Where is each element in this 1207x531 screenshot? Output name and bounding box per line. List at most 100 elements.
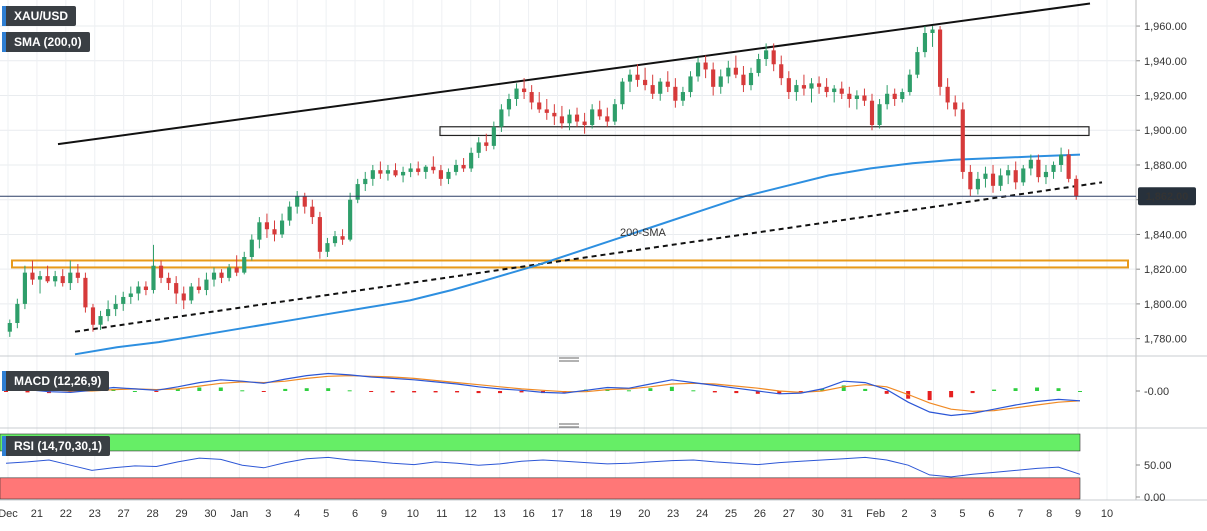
candle-body	[53, 276, 58, 282]
candle-body	[37, 276, 43, 280]
candle-body	[968, 171, 973, 190]
candle-body	[68, 272, 73, 284]
candle-body	[885, 93, 890, 105]
macd-histogram-bar	[519, 391, 524, 393]
candle-body	[279, 220, 285, 235]
candle-body	[211, 272, 217, 280]
candle-body	[416, 168, 421, 172]
candle-body	[915, 52, 920, 75]
candle-body	[643, 79, 648, 86]
current-price-label: 1,862.00	[1146, 191, 1189, 203]
time-tick-label: 22	[60, 508, 72, 520]
candle-body	[748, 72, 754, 86]
sma-label: SMA (200,0)	[14, 35, 82, 49]
macd-histogram-bar	[347, 390, 352, 392]
time-tick-label: 29	[175, 508, 187, 520]
time-tick-label: 12	[465, 508, 477, 520]
rsi-tag[interactable]: RSI (14,70,30,1)	[2, 436, 111, 456]
candle-body	[620, 81, 625, 105]
candle-body	[75, 272, 80, 278]
candle-body	[1059, 154, 1064, 165]
candle-body	[930, 29, 935, 33]
macd-histogram-bar	[863, 388, 868, 391]
candle-body	[665, 81, 670, 87]
rsi-tick-label: 0.00	[1144, 492, 1165, 504]
candle-body	[907, 74, 912, 93]
macd-histogram-bar	[369, 391, 374, 392]
candle-body	[249, 239, 254, 258]
time-tick-label: 7	[1017, 508, 1023, 520]
macd-tag[interactable]: MACD (12,26,9)	[2, 371, 110, 391]
time-tick-label: 24	[696, 508, 708, 520]
macd-histogram-bar	[498, 391, 503, 394]
candle-body	[718, 76, 723, 87]
candle-body	[658, 81, 663, 94]
time-tick-label: 18	[580, 508, 592, 520]
candle-body	[582, 121, 587, 126]
candle-body	[605, 116, 610, 122]
candle-body	[257, 222, 262, 240]
macd-histogram-bar	[669, 386, 674, 391]
candle-body	[393, 170, 398, 176]
macd-histogram-bar	[218, 387, 223, 391]
rsi-overbought-zone	[0, 433, 1081, 452]
candle-body	[786, 78, 791, 93]
candle-body	[348, 199, 353, 240]
macd-histogram-bar	[841, 385, 846, 391]
candle-body	[310, 206, 315, 218]
macd-histogram-bar	[798, 391, 803, 392]
candle-body	[431, 166, 436, 171]
candle-body	[862, 95, 867, 101]
time-tick-label: 5	[959, 508, 965, 520]
candle-body	[45, 276, 50, 282]
macd-histogram-bar	[755, 391, 760, 394]
candle-body	[945, 86, 950, 103]
candle-body	[612, 104, 617, 122]
time-tick-label: 20	[638, 508, 650, 520]
time-tick-label: 23	[89, 508, 101, 520]
price-tick-label: 1,820.00	[1144, 264, 1187, 276]
macd-histogram-bar	[970, 391, 975, 394]
candle-body	[529, 92, 534, 103]
candle-body	[695, 62, 701, 77]
time-tick-label: 11	[436, 508, 447, 520]
macd-line	[5, 372, 1081, 417]
candle-body	[794, 85, 799, 93]
time-tick-label: 27	[783, 508, 795, 520]
price-tick-label: 1,960.00	[1144, 21, 1187, 33]
symbol-tag[interactable]: XAU/USD	[2, 6, 77, 26]
candle-body	[332, 236, 338, 244]
macd-histogram-bar	[412, 391, 417, 393]
macd-histogram-bar	[884, 391, 889, 394]
candle-body	[113, 303, 118, 310]
time-tick-label: 13	[494, 508, 506, 520]
candle-body	[453, 164, 459, 172]
macd-histogram-bar	[304, 388, 309, 391]
time-tick-label: 25	[725, 508, 737, 520]
candle-body	[824, 86, 829, 93]
candle-body	[136, 286, 141, 294]
sma-tag[interactable]: SMA (200,0)	[2, 32, 90, 52]
candle-body	[650, 85, 655, 94]
macd-histogram-bar	[154, 391, 159, 392]
price-tick-label: 1,840.00	[1144, 229, 1187, 241]
candle-body	[234, 267, 239, 273]
candle-body	[983, 173, 988, 179]
candle-body	[703, 62, 708, 70]
candle-body	[688, 76, 693, 93]
candle-body	[128, 293, 133, 297]
candle-body	[960, 109, 965, 172]
price-tick-label: 1,880.00	[1144, 160, 1187, 172]
candle-body	[106, 309, 111, 317]
time-tick-label: 8	[1046, 508, 1052, 520]
candle-body	[325, 243, 330, 252]
time-tick-label: 9	[381, 508, 387, 520]
candle-body	[922, 32, 928, 53]
candle-body	[355, 184, 360, 200]
candle-body	[158, 265, 164, 278]
candle-body	[1066, 154, 1071, 179]
candle-body	[673, 86, 678, 101]
candle-body	[15, 303, 20, 324]
time-tick-label: 10	[407, 508, 419, 520]
candle-body	[552, 112, 557, 117]
